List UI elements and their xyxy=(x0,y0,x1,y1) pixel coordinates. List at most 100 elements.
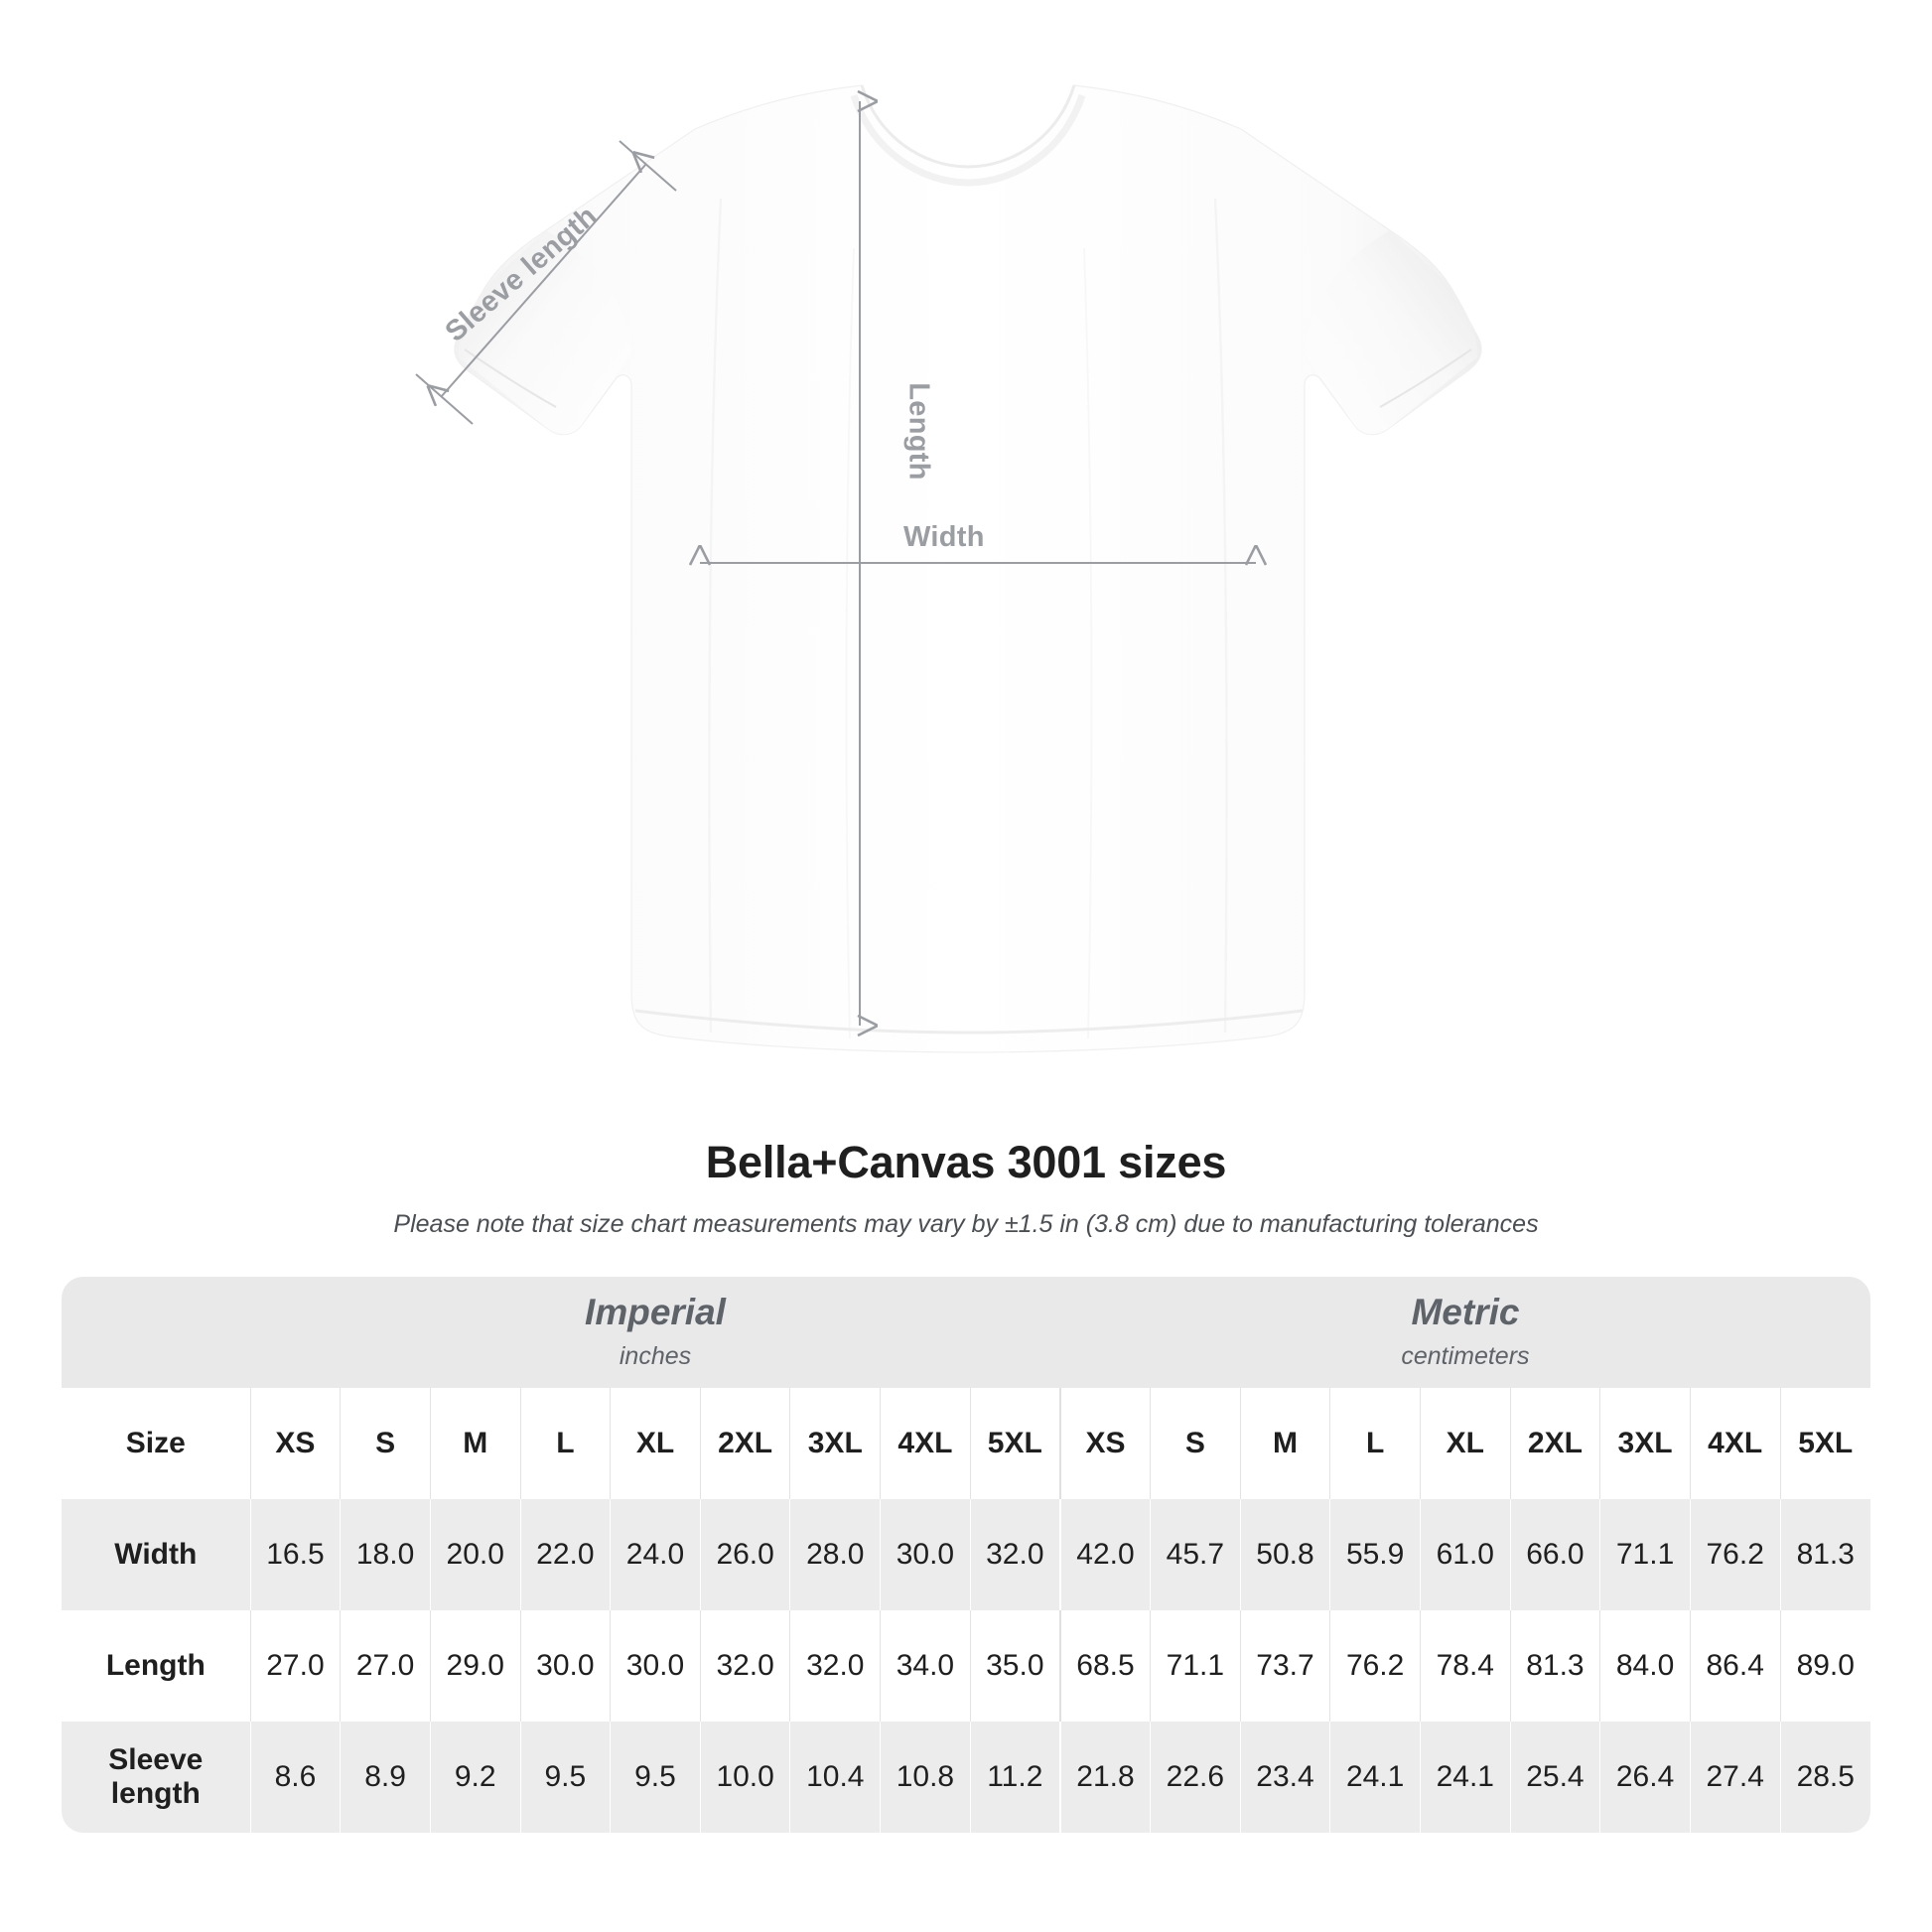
cell-width-imperial-xl: 24.0 xyxy=(610,1499,701,1610)
size-header-imperial-xl: XL xyxy=(610,1388,701,1499)
table-row: Width 16.5 18.0 20.0 22.0 24.0 26.0 28.0… xyxy=(62,1499,1870,1610)
cell-sleeve-metric-s: 22.6 xyxy=(1150,1722,1241,1833)
table-row: Length 27.0 27.0 29.0 30.0 30.0 32.0 32.… xyxy=(62,1610,1870,1722)
size-header-imperial-2xl: 2XL xyxy=(699,1388,790,1499)
cell-sleeve-metric-xl: 24.1 xyxy=(1419,1722,1511,1833)
cell-width-imperial-s: 18.0 xyxy=(340,1499,431,1610)
size-header-imperial-4xl: 4XL xyxy=(880,1388,971,1499)
page-title: Bella+Canvas 3001 sizes xyxy=(705,1137,1227,1187)
cell-length-imperial-l: 30.0 xyxy=(519,1610,611,1722)
cell-length-metric-xl: 78.4 xyxy=(1419,1610,1511,1722)
cell-length-metric-s: 71.1 xyxy=(1150,1610,1241,1722)
cell-sleeve-metric-4xl: 27.4 xyxy=(1689,1722,1781,1833)
cell-length-imperial-2xl: 32.0 xyxy=(699,1610,790,1722)
cell-width-imperial-l: 22.0 xyxy=(519,1499,611,1610)
width-dimension-label: Width xyxy=(903,521,985,553)
cell-sleeve-metric-m: 23.4 xyxy=(1239,1722,1330,1833)
cell-width-metric-xs: 42.0 xyxy=(1058,1499,1151,1610)
cell-length-imperial-3xl: 32.0 xyxy=(789,1610,881,1722)
cell-sleeve-imperial-5xl: 11.2 xyxy=(969,1722,1060,1833)
cell-width-metric-5xl: 81.3 xyxy=(1779,1499,1870,1610)
cell-sleeve-imperial-2xl: 10.0 xyxy=(699,1722,790,1833)
unit-header-metric: Metric centimeters xyxy=(1059,1277,1870,1388)
cell-sleeve-imperial-3xl: 10.4 xyxy=(789,1722,881,1833)
cell-length-metric-3xl: 84.0 xyxy=(1599,1610,1691,1722)
cell-length-metric-xs: 68.5 xyxy=(1058,1610,1151,1722)
cell-sleeve-metric-5xl: 28.5 xyxy=(1779,1722,1870,1833)
size-header-metric-xl: XL xyxy=(1419,1388,1511,1499)
unit-header-spacer xyxy=(62,1277,251,1388)
unit-sub-imperial: inches xyxy=(619,1342,692,1371)
unit-header-imperial: Imperial inches xyxy=(250,1277,1060,1388)
cell-width-imperial-5xl: 32.0 xyxy=(969,1499,1060,1610)
cell-sleeve-metric-xs: 21.8 xyxy=(1058,1722,1151,1833)
cell-length-imperial-xl: 30.0 xyxy=(610,1610,701,1722)
cell-length-imperial-4xl: 34.0 xyxy=(880,1610,971,1722)
length-dimension-label: Length xyxy=(902,382,935,481)
unit-name-imperial: Imperial xyxy=(585,1292,726,1333)
size-header-metric-5xl: 5XL xyxy=(1779,1388,1870,1499)
cell-width-metric-4xl: 76.2 xyxy=(1689,1499,1781,1610)
dimension-lines xyxy=(415,101,1256,1026)
cell-sleeve-imperial-4xl: 10.8 xyxy=(880,1722,971,1833)
row-label-width: Width xyxy=(62,1499,251,1610)
cell-sleeve-imperial-xs: 8.6 xyxy=(249,1722,341,1833)
size-chart-table: Imperial inches Metric centimeters Size … xyxy=(62,1277,1870,1833)
cell-length-metric-2xl: 81.3 xyxy=(1509,1610,1600,1722)
size-header-imperial-xs: XS xyxy=(249,1388,341,1499)
size-header-imperial-l: L xyxy=(519,1388,611,1499)
cell-width-metric-xl: 61.0 xyxy=(1419,1499,1511,1610)
size-header-metric-l: L xyxy=(1329,1388,1421,1499)
row-label-sleeve-length: Sleeve length xyxy=(62,1722,251,1833)
cell-sleeve-metric-3xl: 26.4 xyxy=(1599,1722,1691,1833)
size-header-imperial-3xl: 3XL xyxy=(789,1388,881,1499)
unit-sub-metric: centimeters xyxy=(1401,1342,1530,1371)
sleeve-dimension xyxy=(415,140,677,425)
row-label-size: Size xyxy=(62,1388,251,1499)
row-label-length: Length xyxy=(62,1610,251,1722)
cell-width-imperial-3xl: 28.0 xyxy=(789,1499,881,1610)
title-block: Bella+Canvas 3001 sizes Please note that… xyxy=(0,1127,1932,1239)
cell-length-metric-m: 73.7 xyxy=(1239,1610,1330,1722)
cell-sleeve-imperial-l: 9.5 xyxy=(519,1722,611,1833)
cell-width-imperial-4xl: 30.0 xyxy=(880,1499,971,1610)
size-header-metric-3xl: 3XL xyxy=(1599,1388,1691,1499)
cell-width-metric-l: 55.9 xyxy=(1329,1499,1421,1610)
size-header-metric-2xl: 2XL xyxy=(1509,1388,1600,1499)
cell-sleeve-metric-l: 24.1 xyxy=(1329,1722,1421,1833)
size-header-metric-xs: XS xyxy=(1058,1388,1151,1499)
cell-sleeve-metric-2xl: 25.4 xyxy=(1509,1722,1600,1833)
size-header-metric-m: M xyxy=(1239,1388,1330,1499)
tshirt-illustration: Sleeve length Length Width xyxy=(415,84,1482,1053)
tshirt-diagram-svg xyxy=(415,84,1482,1053)
tolerance-note: Please note that size chart measurements… xyxy=(393,1210,1539,1238)
cell-sleeve-imperial-m: 9.2 xyxy=(429,1722,521,1833)
cell-sleeve-imperial-xl: 9.5 xyxy=(610,1722,701,1833)
table-row: Sleeve length 8.6 8.9 9.2 9.5 9.5 10.0 1… xyxy=(62,1722,1870,1833)
cell-width-imperial-xs: 16.5 xyxy=(249,1499,341,1610)
cell-width-metric-2xl: 66.0 xyxy=(1509,1499,1600,1610)
shirt-graphic xyxy=(454,84,1482,1053)
size-header-imperial-m: M xyxy=(429,1388,521,1499)
cell-width-metric-s: 45.7 xyxy=(1150,1499,1241,1610)
cell-length-metric-l: 76.2 xyxy=(1329,1610,1421,1722)
size-header-row: Size XS S M L XL 2XL 3XL 4XL 5XL XS S M … xyxy=(62,1388,1870,1499)
unit-system-header-row: Imperial inches Metric centimeters xyxy=(62,1277,1870,1388)
size-header-imperial-5xl: 5XL xyxy=(969,1388,1060,1499)
cell-length-imperial-xs: 27.0 xyxy=(249,1610,341,1722)
size-header-metric-4xl: 4XL xyxy=(1689,1388,1781,1499)
cell-sleeve-imperial-s: 8.9 xyxy=(340,1722,431,1833)
cell-length-imperial-m: 29.0 xyxy=(429,1610,521,1722)
size-table-container: Imperial inches Metric centimeters Size … xyxy=(62,1277,1870,1833)
cell-length-imperial-5xl: 35.0 xyxy=(969,1610,1060,1722)
cell-width-metric-m: 50.8 xyxy=(1239,1499,1330,1610)
cell-length-imperial-s: 27.0 xyxy=(340,1610,431,1722)
cell-width-metric-3xl: 71.1 xyxy=(1599,1499,1691,1610)
unit-name-metric: Metric xyxy=(1411,1292,1520,1333)
cell-width-imperial-2xl: 26.0 xyxy=(699,1499,790,1610)
cell-length-metric-4xl: 86.4 xyxy=(1689,1610,1781,1722)
size-header-imperial-s: S xyxy=(340,1388,431,1499)
size-header-metric-s: S xyxy=(1150,1388,1241,1499)
cell-length-metric-5xl: 89.0 xyxy=(1779,1610,1870,1722)
cell-width-imperial-m: 20.0 xyxy=(429,1499,521,1610)
